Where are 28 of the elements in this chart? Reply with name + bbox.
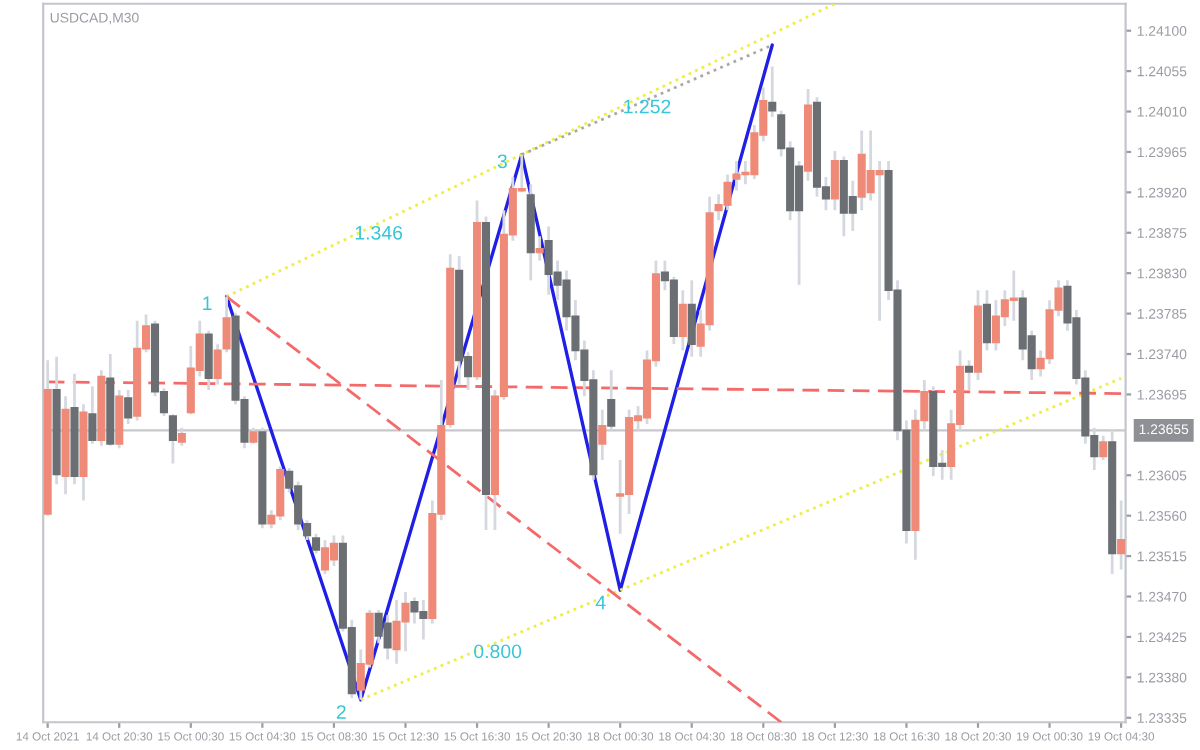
candlestick [982,288,992,352]
candlestick [204,329,213,392]
annotation: 3 [497,154,507,169]
annotation: 4 [595,595,606,610]
candlestick [311,532,321,555]
candlestick [1099,434,1108,462]
annotation: 0.800 [474,644,522,659]
annotation: 1.346 [355,225,403,240]
candlestick [124,388,133,426]
candlestick [383,613,392,661]
candlestick [964,358,974,392]
annotation: 1.252 [624,99,671,114]
line-series [224,43,774,702]
candlestick [1117,499,1126,571]
candlestick [320,538,330,576]
candlestick [115,388,124,450]
candlestick [875,159,884,323]
candlestick [168,412,177,465]
candlestick [88,384,97,446]
candlestick [687,278,696,359]
candlestick [535,234,544,262]
candlestick [329,534,338,568]
candlestick [830,149,839,212]
annotation: 2 [336,705,346,719]
annotation: 1 [203,296,212,310]
candlestick [678,288,687,352]
candlestick [1009,269,1018,323]
candlestick [598,408,607,462]
